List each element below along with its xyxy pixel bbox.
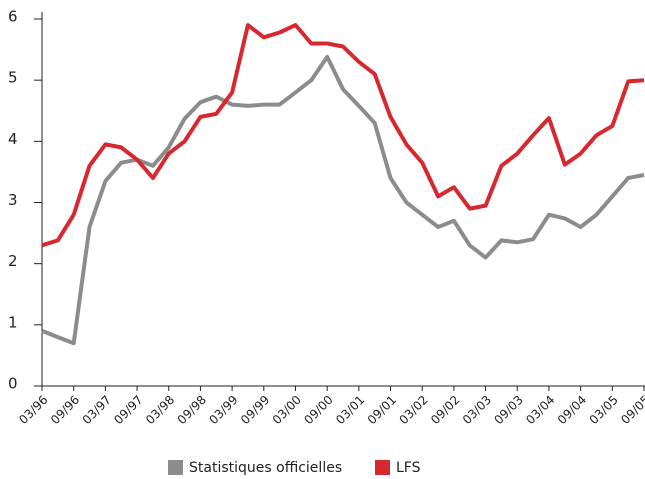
y-tick-label: 5 (8, 69, 18, 87)
x-tick-label: 03/98 (143, 393, 177, 427)
x-tick-label: 03/96 (16, 393, 50, 427)
legend-label: LFS (396, 460, 421, 476)
x-tick-label: 03/99 (206, 393, 240, 427)
x-tick-label: 09/96 (48, 393, 82, 427)
x-tick-label: 09/99 (238, 393, 272, 427)
line-series (41, 23, 645, 248)
legend-swatch (168, 460, 183, 475)
y-tick-label: 2 (8, 252, 18, 270)
x-tick-label: 03/03 (460, 393, 494, 427)
x-tick-label: 09/03 (491, 393, 525, 427)
y-tick-label: 1 (8, 313, 18, 331)
x-tick-label: 03/01 (333, 393, 367, 427)
y-tick-label: 4 (8, 130, 18, 148)
x-tick-label: 09/02 (428, 393, 462, 427)
line-series (41, 54, 645, 346)
x-tick-label: 09/05 (618, 393, 645, 427)
x-tick-label: 03/00 (270, 393, 304, 427)
y-tick-label: 6 (8, 8, 18, 26)
x-tick-label: 03/04 (523, 393, 557, 427)
legend-label: Statistiques officielles (189, 460, 342, 476)
x-tick-label: 09/98 (175, 393, 209, 427)
x-tick-label: 03/02 (396, 393, 430, 427)
x-tick-label: 03/05 (587, 393, 621, 427)
x-tick-label: 09/97 (111, 393, 145, 427)
x-tick-label: 09/04 (555, 393, 589, 427)
legend-swatch (375, 460, 390, 475)
x-tick-label: 09/01 (365, 393, 399, 427)
x-tick-label: 09/00 (301, 393, 335, 427)
x-tick-label: 03/97 (80, 393, 114, 427)
y-tick-label: 0 (8, 375, 18, 393)
y-tick-label: 3 (8, 191, 18, 209)
